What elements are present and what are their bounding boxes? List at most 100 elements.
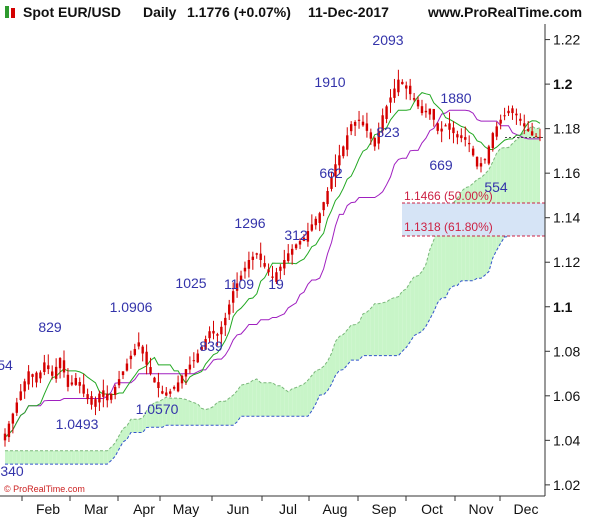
candle-body [302,237,306,241]
candle-body [471,148,475,156]
candle-body [66,374,70,387]
cloud-segment [174,398,179,426]
fib-band [402,203,545,236]
cloud-segment [221,401,226,426]
candle-body [448,123,451,130]
cloud-segment [213,402,218,426]
y-tick-label: 1.14 [553,210,580,226]
candle-body [39,372,42,379]
candle-body [373,138,376,147]
candle-body [310,224,314,231]
candle-body [263,263,266,267]
candle-body [503,115,506,117]
candle-body [204,339,207,350]
candle-body [294,244,298,249]
cloud-segment [229,395,234,426]
cloud-segment [366,308,371,356]
candle-body [507,110,510,114]
candle-body [412,98,416,100]
candle-body [62,360,66,373]
cloud-segment [292,387,297,417]
cloud-segment [421,264,426,332]
cloud-segment [12,450,17,465]
cloud-segment [201,408,206,426]
y-tick-label: 1.08 [553,343,580,359]
candle-body [534,136,538,138]
y-tick-label: 1.1 [553,299,573,315]
cloud-segment [103,450,108,465]
cloud-segment [382,301,387,356]
cloud-segment [288,388,293,417]
cloud-segment [16,450,21,465]
swing-label: 1.0493 [56,416,99,432]
candle-body [176,382,180,392]
swing-label: 839 [199,338,223,354]
y-tick-label: 1.02 [553,477,580,493]
candle-body [467,142,471,145]
candle-body [377,130,380,144]
swing-label: 2093 [372,32,403,48]
cloud-segment [48,450,53,465]
candle-body [31,374,34,377]
cloud-span-b [5,210,541,465]
candle-body [125,363,129,371]
candle-body [298,241,302,245]
swing-label: 662 [319,165,343,181]
candle-body [408,85,412,95]
swing-label: 1296 [234,215,265,231]
cloud-segment [280,385,285,417]
candle-body [271,276,274,278]
y-tick-label: 1.06 [553,388,580,404]
candle-body [314,218,317,226]
cloud-segment [225,398,230,426]
candle-body [141,346,144,354]
candle-body [424,110,428,113]
cloud-segment [296,385,301,417]
cloud-segment [323,361,328,395]
candle-body [346,135,349,150]
x-tick-label: Jun [227,501,250,517]
candle-body [475,156,479,167]
candle-body [19,391,22,400]
cloud-segment [44,450,49,465]
candle-body [43,362,46,372]
fib-level-label: 1.1318 (61.80%) [404,220,493,234]
candle-body [530,131,534,136]
candle-body [381,115,384,131]
cloud-segment [355,322,360,361]
cloud-segment [414,275,419,336]
swing-label: 1.0570 [136,401,179,417]
candle-body [330,177,333,189]
cloud-segment [532,126,537,222]
candle-body [389,97,392,103]
candle-body [397,79,400,93]
candle-body [275,272,278,282]
cloud-segment [146,406,151,428]
candle-body [228,304,231,315]
candle-body [523,123,526,127]
cloud-segment [119,428,124,449]
candle-body [27,371,30,385]
x-tick-label: Jul [279,501,297,517]
cloud-segment [52,450,57,465]
candle-body [106,393,109,401]
candle-body [440,128,443,132]
cloud-segment [378,302,383,356]
cloud-segment [241,384,245,417]
candle-body [267,269,270,273]
candle-body [239,275,243,281]
candle-body [436,123,439,131]
fib-level-label: 1.1466 (50.00%) [404,189,493,203]
cloud-segment [303,380,308,417]
y-tick-label: 1.22 [553,32,580,48]
copyright: © ProRealTime.com [4,484,85,494]
cloud-segment [406,282,411,348]
candle-body [306,231,310,242]
cloud-segment [398,291,403,356]
candle-body [511,108,514,114]
cloud-segment [233,390,238,426]
candle-body [70,382,74,385]
cloud-segment [370,303,375,356]
candle-body [23,381,26,392]
kijun-line [4,109,540,438]
